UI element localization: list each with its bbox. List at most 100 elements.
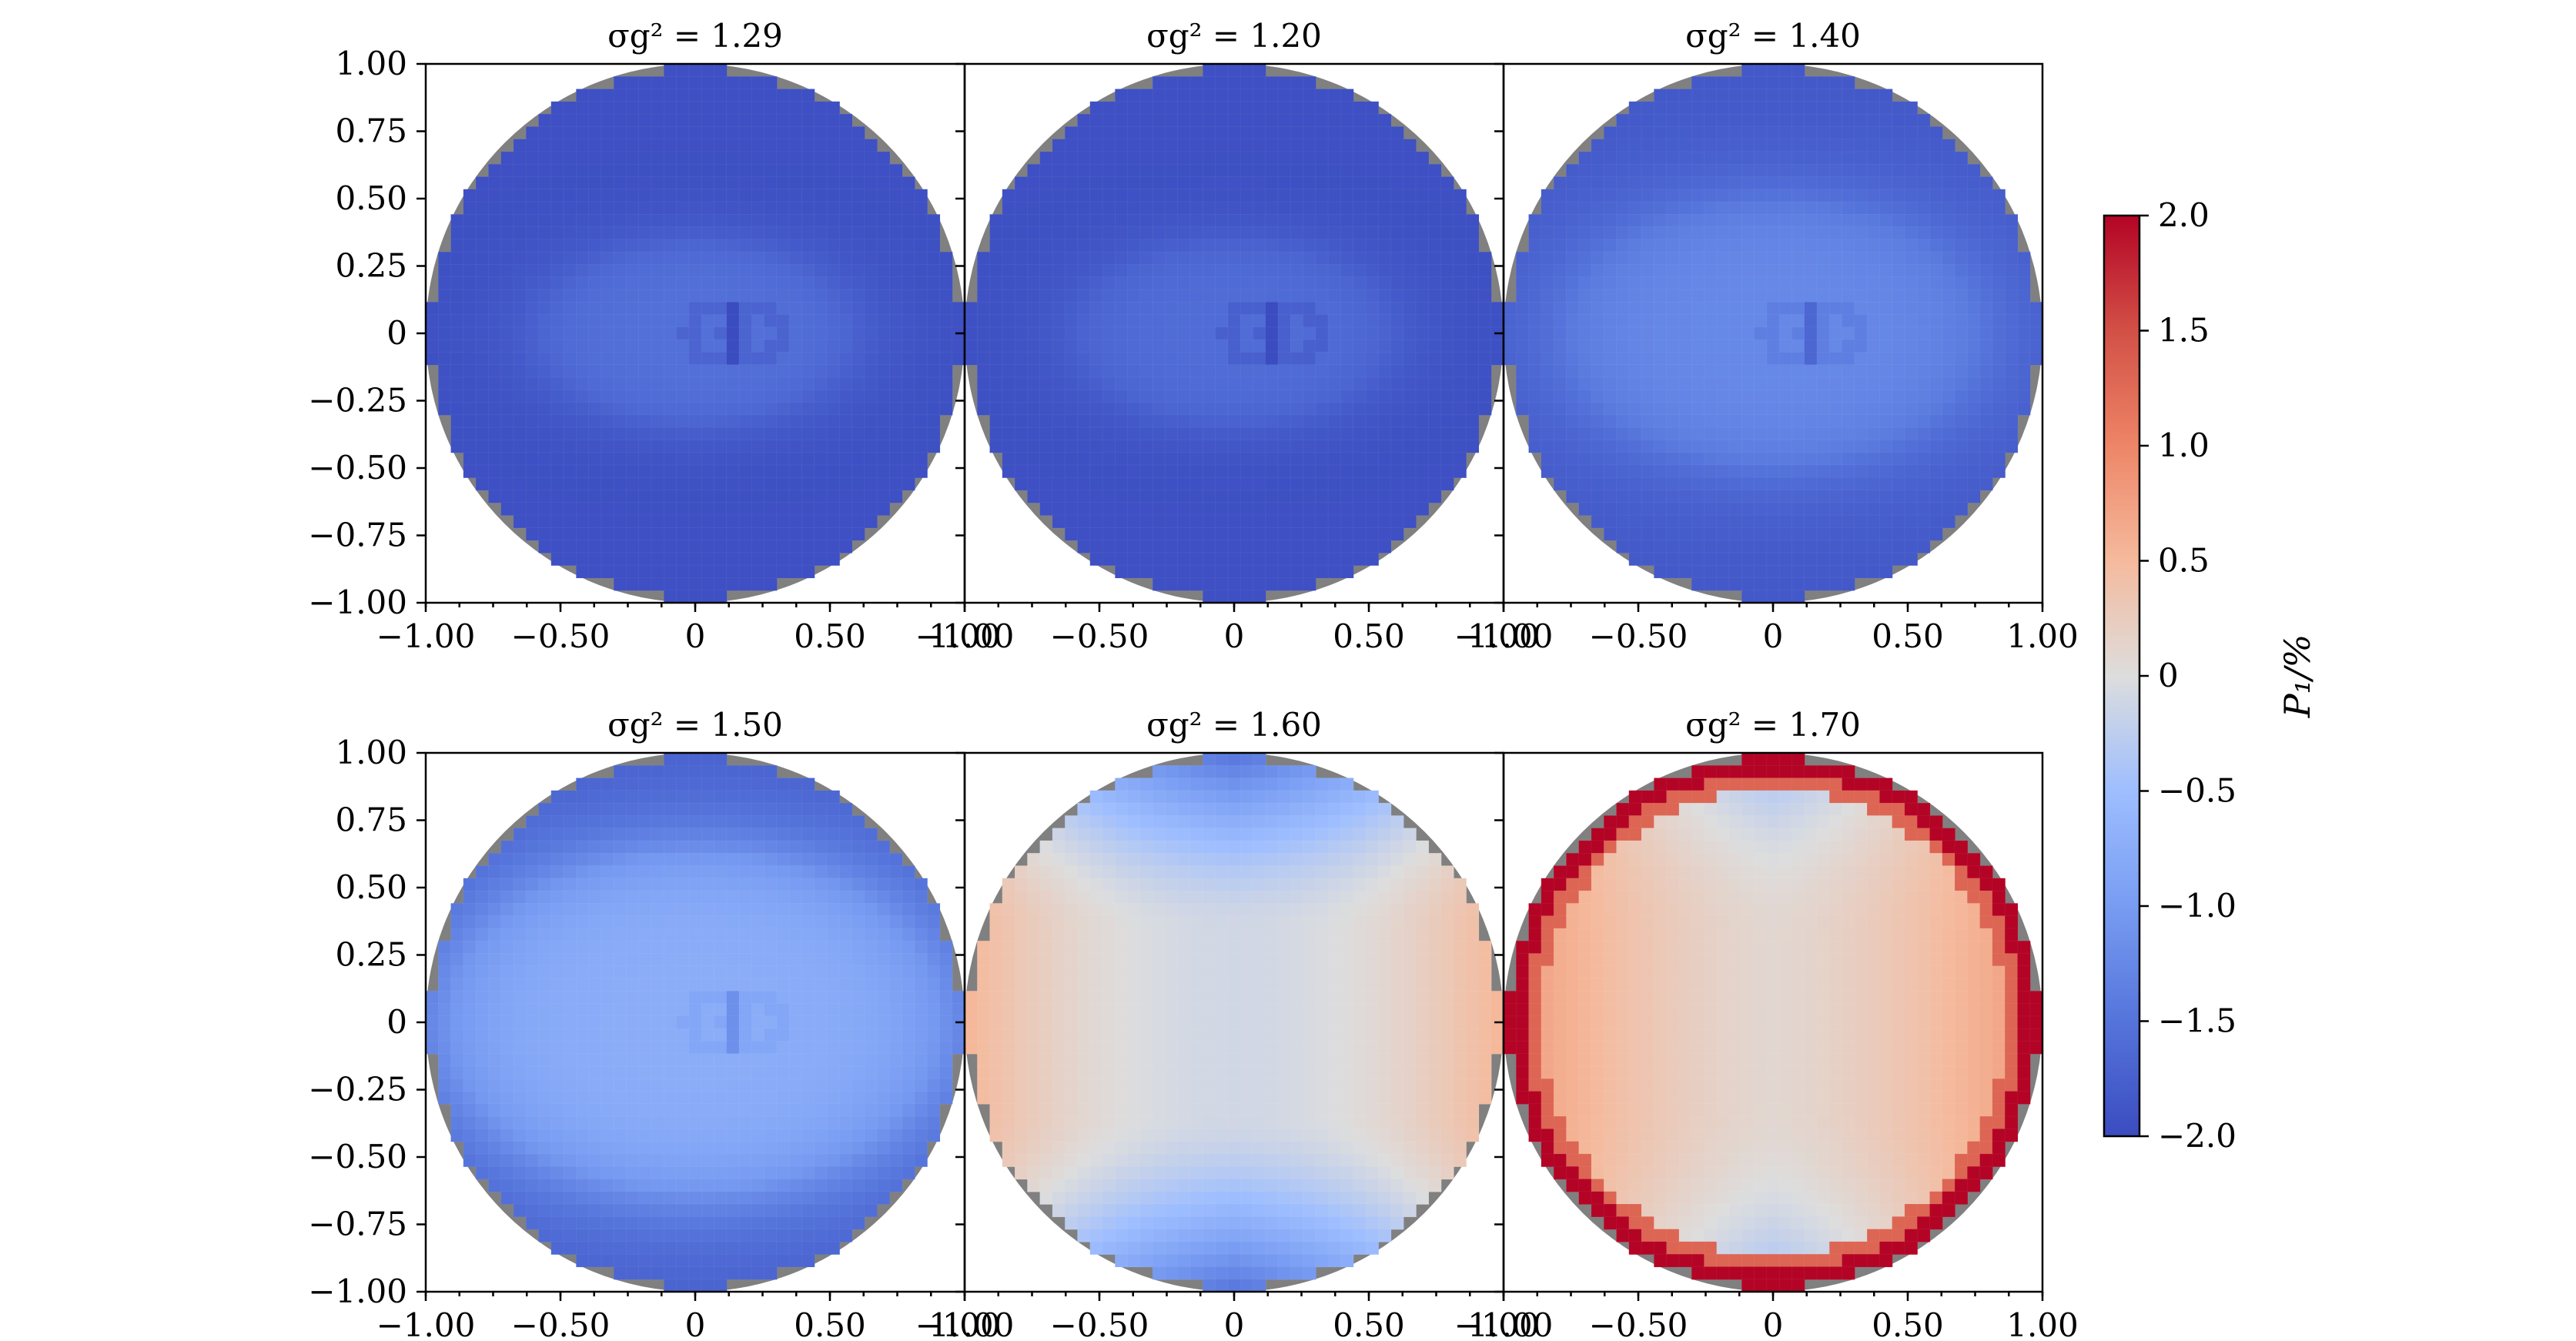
heatmap-cell bbox=[776, 276, 790, 290]
heatmap-cell bbox=[1628, 226, 1642, 240]
heatmap-cell bbox=[500, 1129, 514, 1142]
heatmap-cell bbox=[1541, 339, 1555, 353]
heatmap-cell bbox=[1177, 464, 1191, 479]
heatmap-cell bbox=[1189, 151, 1204, 166]
heatmap-cell bbox=[1716, 490, 1730, 503]
heatmap-cell bbox=[738, 276, 753, 290]
heatmap-cell bbox=[426, 314, 440, 328]
heatmap-cell bbox=[576, 302, 590, 316]
heatmap-cell bbox=[1315, 414, 1329, 428]
heatmap-cell bbox=[1365, 502, 1380, 516]
heatmap-cell bbox=[1440, 339, 1454, 353]
heatmap-cell bbox=[676, 552, 690, 567]
heatmap-cell bbox=[926, 276, 941, 290]
heatmap-cell bbox=[764, 251, 778, 266]
heatmap-cell bbox=[1591, 477, 1605, 491]
heatmap-cell bbox=[1227, 502, 1242, 516]
heatmap-cell bbox=[1064, 364, 1079, 378]
heatmap-cell bbox=[1842, 552, 1855, 567]
heatmap-cell bbox=[1340, 414, 1354, 428]
heatmap-cell bbox=[701, 590, 715, 603]
heatmap-cell bbox=[1377, 176, 1392, 190]
heatmap-cell bbox=[1415, 339, 1430, 353]
heatmap-cell bbox=[1377, 464, 1392, 479]
heatmap-cell bbox=[1628, 402, 1642, 416]
heatmap-cell bbox=[864, 514, 878, 529]
heatmap-cell bbox=[1115, 214, 1129, 228]
heatmap-cell bbox=[1189, 402, 1204, 416]
heatmap-cell bbox=[1691, 339, 1705, 353]
heatmap-cell bbox=[651, 527, 665, 541]
heatmap-cell bbox=[826, 239, 841, 253]
heatmap-cell bbox=[1654, 126, 1668, 140]
heatmap-cell bbox=[776, 226, 790, 240]
heatmap-cell bbox=[1866, 452, 1881, 466]
heatmap-cell bbox=[1239, 289, 1254, 303]
heatmap-cell bbox=[1064, 490, 1079, 503]
heatmap-cell bbox=[1102, 302, 1116, 316]
heatmap-cell bbox=[576, 564, 590, 579]
heatmap-cell bbox=[1064, 289, 1079, 303]
heatmap-cell bbox=[814, 314, 828, 328]
heatmap-cell bbox=[1816, 314, 1831, 328]
heatmap-cell bbox=[626, 502, 640, 516]
heatmap-cell bbox=[638, 276, 652, 290]
heatmap-cell bbox=[538, 865, 552, 879]
heatmap-cell bbox=[626, 101, 640, 115]
heatmap-cell bbox=[1892, 464, 1905, 479]
heatmap-cell bbox=[638, 815, 652, 829]
heatmap-cell bbox=[513, 426, 527, 441]
heatmap-cell bbox=[926, 352, 941, 366]
heatmap-cell bbox=[1127, 527, 1141, 541]
heatmap-cell bbox=[1553, 264, 1567, 278]
heatmap-cell bbox=[1578, 176, 1592, 190]
heatmap-cell bbox=[1678, 440, 1693, 453]
heatmap-cell bbox=[1766, 477, 1781, 491]
heatmap-cell bbox=[1916, 264, 1931, 278]
heatmap-cell bbox=[1465, 440, 1480, 453]
heatmap-cell bbox=[1353, 139, 1367, 152]
heatmap-cell bbox=[651, 840, 665, 854]
heatmap-cell bbox=[1365, 163, 1380, 178]
heatmap-cell bbox=[463, 440, 477, 453]
heatmap-cell bbox=[1253, 113, 1266, 128]
heatmap-cell bbox=[851, 289, 865, 303]
heatmap-cell bbox=[1892, 264, 1905, 278]
heatmap-cell bbox=[1089, 264, 1103, 278]
heatmap-cell bbox=[1578, 326, 1592, 341]
heatmap-cell bbox=[1741, 452, 1755, 466]
heatmap-cell bbox=[1992, 214, 2006, 228]
heatmap-cell bbox=[1340, 514, 1354, 529]
heatmap-cell bbox=[576, 113, 590, 128]
heatmap-cell bbox=[1904, 477, 1919, 491]
heatmap-cell bbox=[1403, 276, 1417, 290]
heatmap-cell bbox=[1866, 226, 1881, 240]
heatmap-cell bbox=[1478, 376, 1492, 391]
heatmap-cell bbox=[601, 1115, 615, 1130]
heatmap-cell bbox=[576, 878, 590, 891]
heatmap-cell bbox=[450, 339, 464, 353]
heatmap-cell bbox=[638, 552, 652, 567]
heatmap-cell bbox=[1716, 389, 1730, 403]
heatmap-cell bbox=[1415, 302, 1430, 316]
heatmap-cell bbox=[2004, 352, 2019, 366]
heatmap-cell bbox=[701, 214, 715, 228]
heatmap-cell bbox=[1591, 276, 1605, 290]
heatmap-cell bbox=[764, 226, 778, 240]
heatmap-cell bbox=[826, 251, 841, 266]
heatmap-cell bbox=[1215, 276, 1229, 290]
heatmap-cell bbox=[475, 352, 490, 366]
heatmap-cell bbox=[1691, 314, 1705, 328]
heatmap-cell bbox=[902, 226, 915, 240]
heatmap-cell bbox=[1152, 490, 1166, 503]
heatmap-cell bbox=[601, 1216, 615, 1230]
heatmap-cell bbox=[588, 289, 602, 303]
heatmap-cell bbox=[626, 1229, 640, 1242]
heatmap-cell bbox=[613, 89, 627, 102]
heatmap-cell bbox=[601, 414, 615, 428]
heatmap-cell bbox=[1465, 352, 1480, 366]
heatmap-cell bbox=[1704, 464, 1718, 479]
heatmap-cell bbox=[1189, 352, 1204, 366]
heatmap-cell bbox=[1766, 464, 1781, 479]
heatmap-cell bbox=[1954, 464, 1969, 479]
